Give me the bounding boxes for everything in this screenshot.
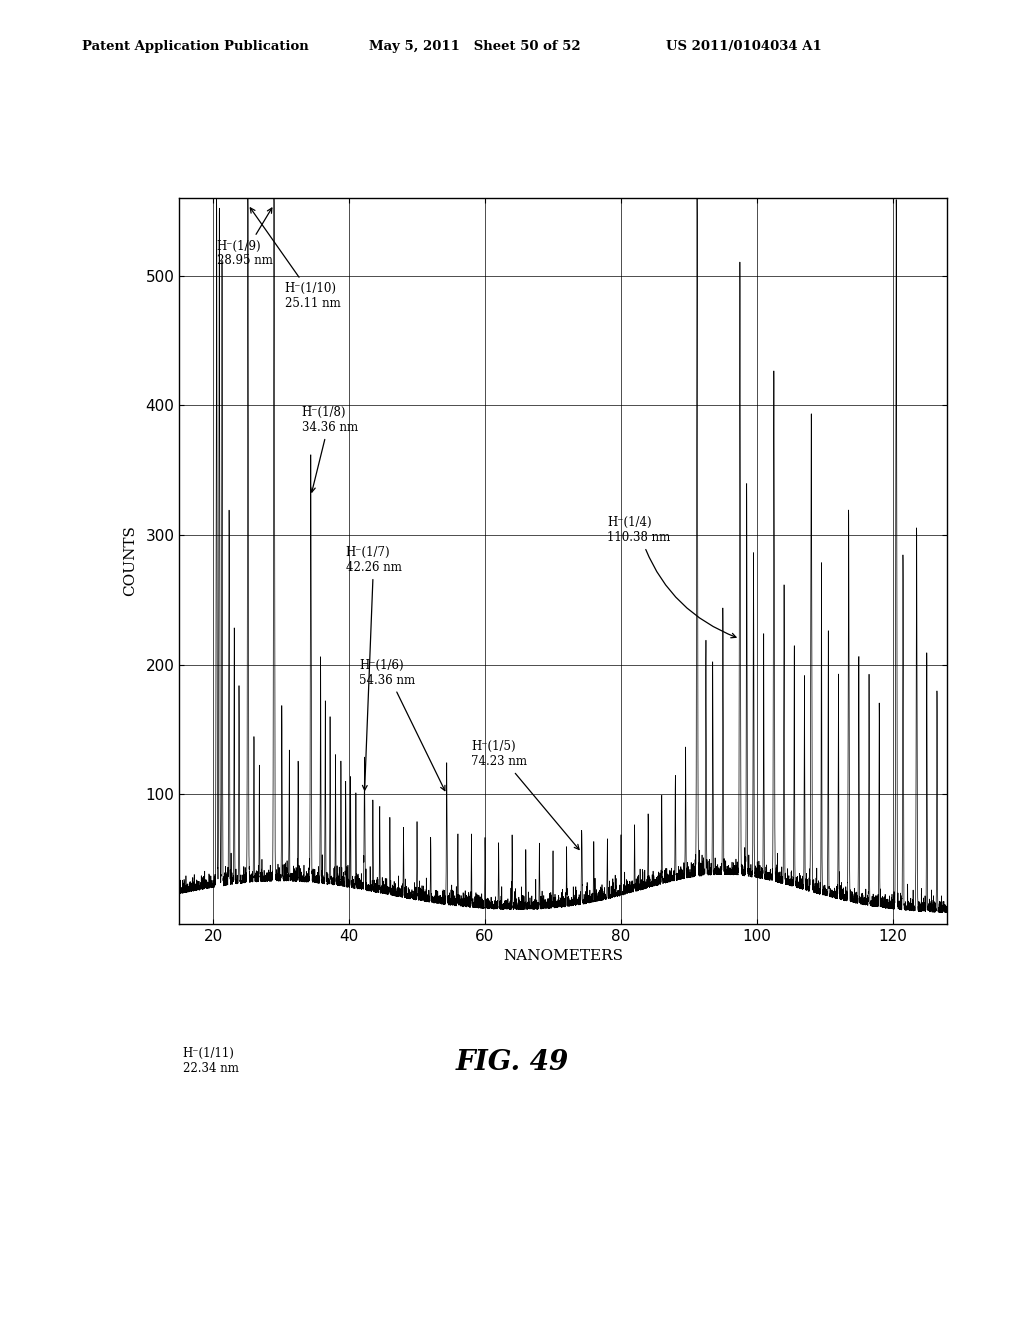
Text: Patent Application Publication: Patent Application Publication (82, 40, 308, 53)
Text: H⁻(1/10)
25.11 nm: H⁻(1/10) 25.11 nm (250, 207, 340, 310)
Text: H⁻(1/6)
54.36 nm: H⁻(1/6) 54.36 nm (359, 659, 445, 791)
Y-axis label: COUNTS: COUNTS (123, 525, 137, 597)
Text: May 5, 2011   Sheet 50 of 52: May 5, 2011 Sheet 50 of 52 (369, 40, 581, 53)
Text: FIG. 49: FIG. 49 (456, 1049, 568, 1076)
Text: H⁻(1/4)
110.38 nm: H⁻(1/4) 110.38 nm (607, 516, 736, 638)
Text: US 2011/0104034 A1: US 2011/0104034 A1 (666, 40, 821, 53)
Text: H⁻(1/5)
74.23 nm: H⁻(1/5) 74.23 nm (471, 741, 580, 850)
Text: H⁻(1/11)
22.34 nm: H⁻(1/11) 22.34 nm (182, 1047, 239, 1076)
Text: H⁻(1/8)
34.36 nm: H⁻(1/8) 34.36 nm (301, 407, 357, 492)
Text: H⁻(1/9)
28.95 nm: H⁻(1/9) 28.95 nm (217, 209, 272, 268)
Text: H⁻(1/7)
42.26 nm: H⁻(1/7) 42.26 nm (346, 546, 401, 791)
X-axis label: NANOMETERS: NANOMETERS (503, 949, 624, 964)
